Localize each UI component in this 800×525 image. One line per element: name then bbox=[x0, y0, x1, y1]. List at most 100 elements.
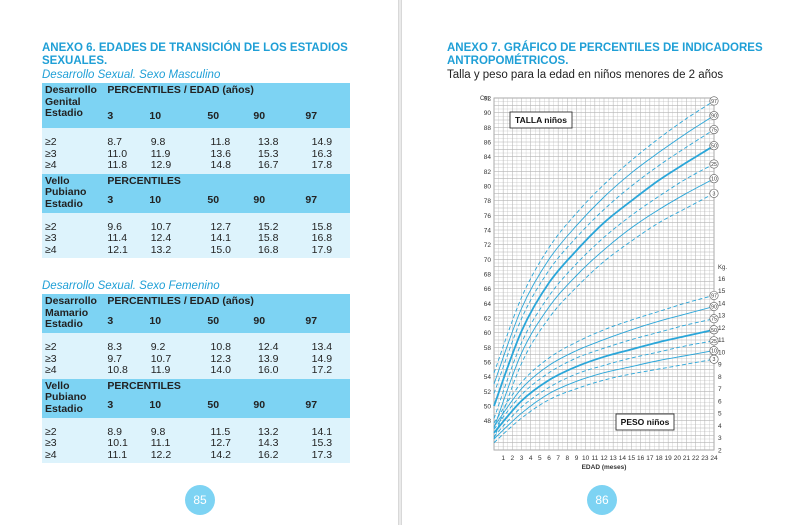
height-tick-label: 66 bbox=[484, 286, 492, 293]
weight-tick-label: 16 bbox=[718, 276, 726, 283]
height-tick-label: 72 bbox=[484, 242, 492, 249]
col-header: 97 bbox=[305, 109, 318, 122]
table-row: ≥4 11.1 12.2 14.2 16.2 17.3 bbox=[42, 449, 350, 463]
table-row: ≥3 11.4 12.4 14.1 15.8 16.8 bbox=[42, 232, 350, 245]
height-tick-label: 58 bbox=[484, 345, 492, 352]
table-row: ≥2 8.3 9.2 10.8 12.4 13.4 bbox=[42, 341, 350, 354]
table-row: ≥3 10.1 11.1 12.7 14.3 15.3 bbox=[42, 437, 350, 450]
height-tick-label: 64 bbox=[484, 301, 492, 308]
weight-chart-label-box bbox=[615, 413, 675, 431]
height-p10-marker bbox=[709, 174, 719, 184]
col-header: 97 bbox=[305, 399, 318, 411]
col-header: 90 bbox=[253, 314, 266, 327]
height-percentile-label: 50 bbox=[711, 144, 717, 150]
col-header: 90 bbox=[253, 109, 266, 122]
male-subtitle: Desarrollo Sexual. Sexo Masculino bbox=[42, 69, 221, 81]
x-tick-label: 24 bbox=[710, 455, 718, 462]
col-header: 3 bbox=[107, 399, 114, 411]
col-header: 3 bbox=[107, 109, 114, 122]
x-axis-label: EDAD (meses) bbox=[582, 464, 627, 471]
weight-tick-label: 6 bbox=[718, 398, 722, 405]
col-header: 10 bbox=[149, 399, 162, 411]
page-number: 85 bbox=[185, 485, 215, 515]
x-tick-label: 10 bbox=[582, 455, 590, 462]
weight-tick-label: 8 bbox=[718, 374, 722, 381]
col-header: 50 bbox=[207, 109, 220, 122]
x-tick-label: 5 bbox=[538, 455, 542, 462]
weight-tick-label: 5 bbox=[718, 411, 722, 418]
x-tick-label: 4 bbox=[529, 455, 533, 462]
x-tick-label: 12 bbox=[600, 455, 608, 462]
col-header: 10 bbox=[149, 109, 162, 122]
height-p3-marker bbox=[709, 188, 719, 198]
col-header: 97 bbox=[305, 314, 318, 327]
weight-percentile-label: 25 bbox=[711, 339, 717, 345]
table-row: ≥2 9.6 10.7 12.7 15.2 15.8 bbox=[42, 221, 350, 233]
height-tick-label: 86 bbox=[484, 140, 492, 147]
x-tick-label: 8 bbox=[566, 455, 570, 462]
weight-percentile-label: 75 bbox=[711, 317, 717, 323]
weight-p90-line bbox=[493, 306, 715, 427]
left-page: ANEXO 6. EDADES DE TRANSICIÓN DE LOS EST… bbox=[0, 0, 398, 525]
x-tick-label: 6 bbox=[547, 455, 551, 462]
right-page: ANEXO 7. GRÁFICO DE PERCENTILES DE INDIC… bbox=[402, 0, 800, 525]
weight-percentile-label: 90 bbox=[711, 304, 717, 310]
x-tick-label: 1 bbox=[501, 455, 505, 462]
height-tick-label: 78 bbox=[484, 198, 492, 205]
col-header: 90 bbox=[253, 399, 266, 411]
weight-p10-line bbox=[493, 350, 715, 440]
table-header: Vello Pubiano Estadio PERCENTILES 3 10 5… bbox=[42, 173, 350, 213]
table-header: Vello Pubiano Estadio PERCENTILES 3 10 5… bbox=[42, 378, 350, 418]
weight-p75-line bbox=[493, 318, 715, 430]
weight-p90-marker bbox=[709, 301, 719, 311]
weight-tick-label: 7 bbox=[718, 386, 722, 393]
x-tick-label: 3 bbox=[520, 455, 524, 462]
x-tick-label: 15 bbox=[628, 455, 636, 462]
female-subtitle: Desarrollo Sexual. Sexo Femenino bbox=[42, 280, 220, 292]
table-row: ≥4 12.1 13.2 15.0 16.8 17.9 bbox=[42, 244, 350, 258]
height-percentile-label: 97 bbox=[711, 99, 717, 105]
height-tick-label: 92 bbox=[484, 96, 492, 103]
col-header: 90 bbox=[253, 194, 266, 206]
percentile-header: PERCENTILES / EDAD (años) bbox=[107, 84, 254, 96]
weight-percentile-label: 97 bbox=[711, 293, 717, 299]
weight-tick-label: 15 bbox=[718, 288, 726, 295]
x-tick-label: 9 bbox=[575, 455, 579, 462]
x-tick-label: 13 bbox=[610, 455, 618, 462]
weight-percentile-label: 10 bbox=[711, 349, 717, 355]
weight-tick-label: 10 bbox=[718, 349, 726, 356]
height-p50-marker bbox=[709, 141, 719, 151]
weight-percentile-label: 50 bbox=[711, 328, 717, 334]
weight-tick-label: 13 bbox=[718, 313, 726, 320]
height-p25-line bbox=[493, 163, 715, 419]
col-header: 50 bbox=[207, 399, 220, 411]
height-tick-label: 54 bbox=[484, 374, 492, 381]
weight-tick-label: 11 bbox=[718, 337, 725, 344]
table-header: Desarrollo Genital Estadio PERCENTILES /… bbox=[42, 83, 350, 128]
x-tick-label: 14 bbox=[619, 455, 627, 462]
x-tick-label: 20 bbox=[674, 455, 682, 462]
x-tick-label: 18 bbox=[655, 455, 663, 462]
height-tick-label: 68 bbox=[484, 272, 492, 279]
height-p50-line bbox=[493, 144, 715, 407]
height-tick-label: 50 bbox=[484, 404, 492, 411]
weight-tick-label: 4 bbox=[718, 423, 722, 430]
height-tick-label: 90 bbox=[484, 110, 492, 117]
height-percentile-label: 90 bbox=[711, 114, 717, 120]
x-tick-label: 23 bbox=[701, 455, 709, 462]
annex6-title: ANEXO 6. EDADES DE TRANSICIÓN DE LOS EST… bbox=[42, 42, 348, 67]
annex7-subtitle: Talla y peso para la edad en niños menor… bbox=[447, 69, 724, 81]
table-row: ≥2 8.9 9.8 11.5 13.2 14.1 bbox=[42, 426, 350, 438]
table-row: ≥4 10.8 11.9 14.0 16.0 17.2 bbox=[42, 364, 350, 379]
height-percentile-label: 75 bbox=[711, 128, 717, 134]
x-tick-label: 19 bbox=[665, 455, 673, 462]
height-tick-label: 62 bbox=[484, 316, 492, 323]
weight-p25-line bbox=[493, 340, 715, 437]
stage-label: Vello Pubiano Estadio bbox=[42, 378, 105, 418]
col-header: 10 bbox=[149, 194, 162, 206]
percentile-header: PERCENTILES / EDAD (años) bbox=[107, 295, 254, 307]
weight-unit: Kg. bbox=[718, 265, 727, 271]
col-header: 3 bbox=[107, 194, 114, 206]
weight-tick-label: 3 bbox=[718, 435, 722, 442]
height-p97-marker bbox=[709, 96, 719, 106]
